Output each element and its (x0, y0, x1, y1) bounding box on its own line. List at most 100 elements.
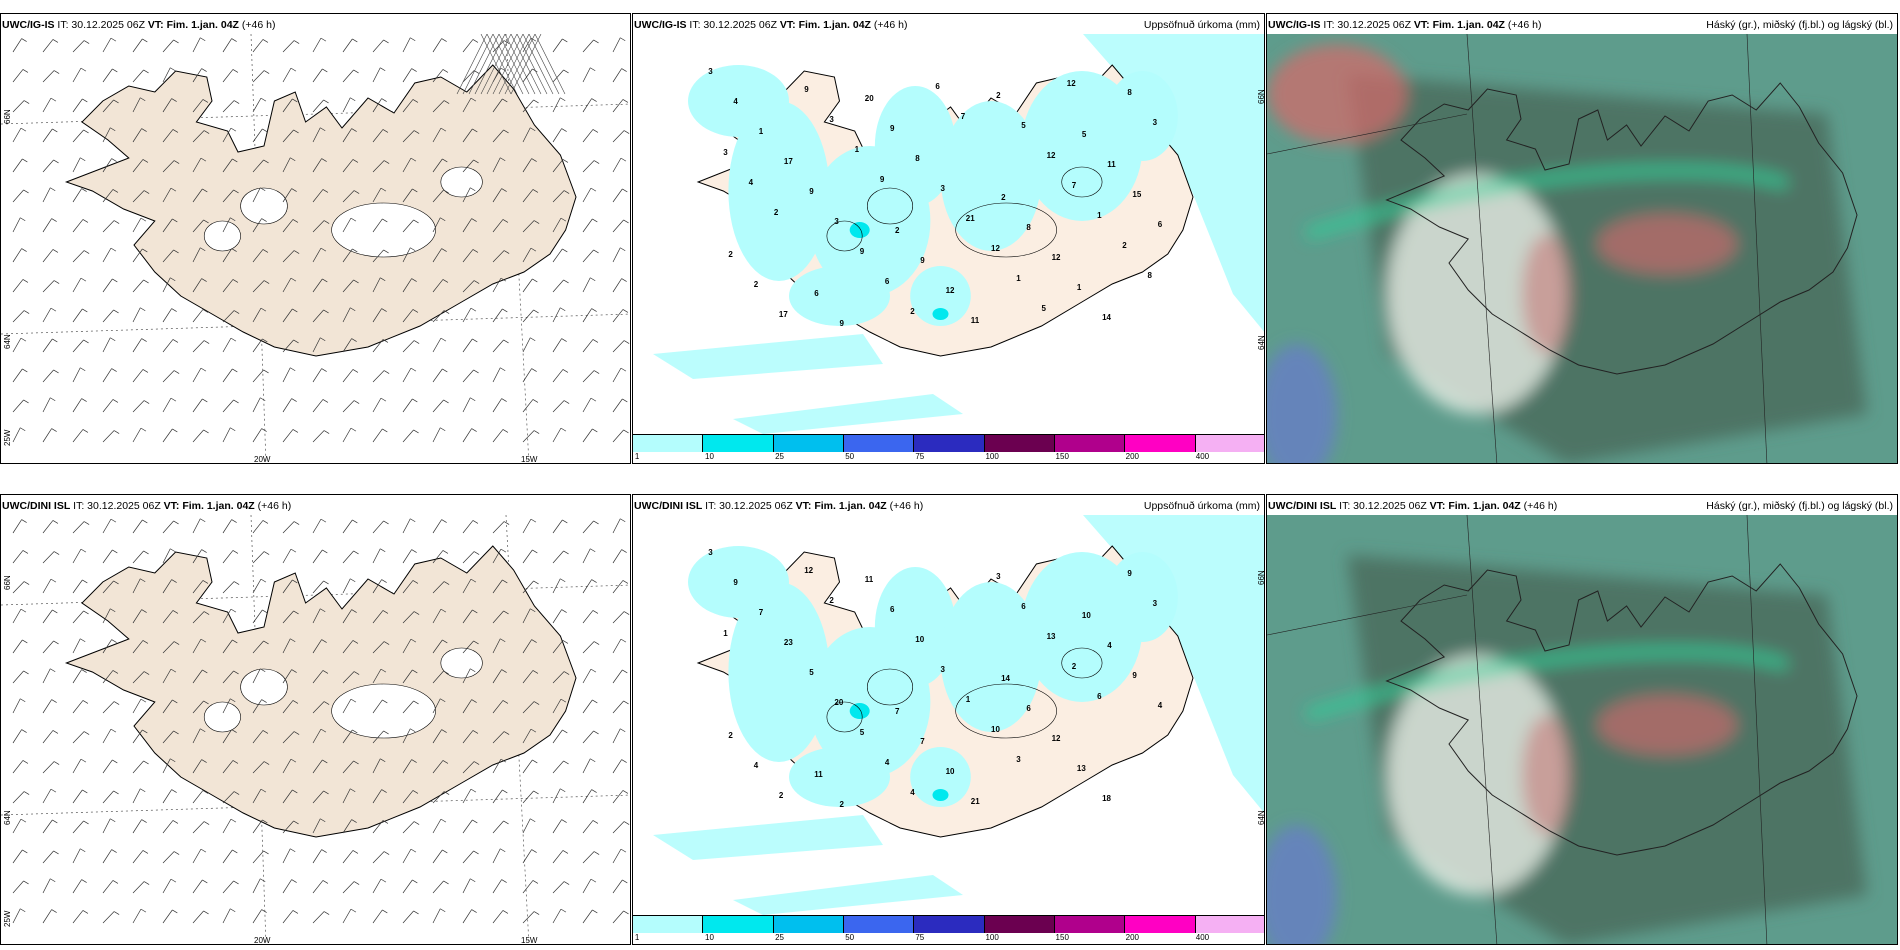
low-cloud-blue (1267, 825, 1337, 944)
precip-value-label: 17 (779, 310, 788, 319)
cloud-panel-dini: UWC/DINI ISL IT: 30.12.2025 06Z VT: Fim.… (1266, 494, 1898, 945)
colorbar-tick-label: 100 (985, 933, 999, 942)
colorbar-segment (914, 916, 985, 933)
precip-title: Uppsöfnuð úrkoma (mm) (1143, 500, 1260, 512)
precip-value-label: 9 (809, 187, 814, 196)
precip-panel-ig-is: UWC/IG-IS IT: 30.12.2025 06Z VT: Fim. 1.… (632, 13, 1265, 464)
precip-value-label: 6 (1026, 704, 1031, 713)
colorbar-tick-label: 150 (1055, 933, 1069, 942)
colorbar-tick-label: 200 (1125, 933, 1140, 942)
glacier (440, 166, 483, 198)
panel-header: UWC/DINI ISL IT: 30.12.2025 06Z VT: Fim.… (1268, 500, 1557, 512)
precip-value-label: 3 (941, 665, 946, 674)
precip-value-label: 1 (966, 695, 971, 704)
high-cloud-red (1522, 715, 1572, 835)
lat-label-66n: 66N (1257, 89, 1265, 104)
precip-value-label: 3 (834, 217, 839, 226)
glacier (331, 683, 436, 739)
cloud-band (1305, 645, 1789, 721)
colorbar-segment (1125, 916, 1196, 933)
high-cloud-red (1597, 695, 1737, 755)
precip-value-label: 4 (910, 788, 915, 797)
precip-value-label: 12 (1052, 253, 1061, 262)
vt-label: VT: (147, 19, 164, 31)
precip-value-label: 8 (1148, 271, 1153, 280)
precip-value-label: 2 (910, 307, 915, 316)
precip-value-label: 7 (759, 608, 764, 617)
precip-value-label: 17 (784, 157, 793, 166)
precip-value-label: 10 (946, 767, 955, 776)
precip-value-label: 9 (860, 247, 865, 256)
model-name: UWC/DINI ISL (634, 500, 703, 512)
iceland-landmass (64, 64, 577, 357)
precip-value-label: 20 (834, 698, 843, 707)
colorbar-tick-label: 75 (915, 452, 925, 461)
precip-value-label: 10 (915, 635, 924, 644)
low-cloud-clear (1387, 174, 1567, 414)
colorbar-tick-label: 400 (1195, 452, 1210, 461)
precip-value-label: 3 (996, 572, 1001, 581)
lon-label-25w: 25W (3, 429, 12, 446)
lead-time: (+46 h) (241, 19, 276, 31)
colorbar-tick-label: 50 (845, 933, 855, 942)
valid-time: Fim. 1.jan. 04Z (1432, 19, 1505, 31)
precip-value-label: 7 (1072, 181, 1077, 190)
precip-value-label: 2 (728, 731, 733, 740)
colorbar-segment (843, 435, 915, 452)
precip-value-label: 5 (860, 728, 865, 737)
precip-value-label: 12 (991, 244, 1000, 253)
precip-value-label: 9 (920, 256, 925, 265)
precip-value-label: 11 (814, 770, 823, 779)
precip-value-label: 4 (754, 761, 759, 770)
colorbar-tick-label: 25 (775, 933, 785, 942)
precip-value-label: 6 (814, 289, 819, 298)
glacier (240, 668, 288, 706)
precip-value-labels: 3710111497426710911122321461353210182064… (708, 548, 1162, 809)
colorbar-segment (703, 435, 774, 452)
glacier (240, 187, 288, 225)
issue-time: IT: 30.12.2025 06Z (1323, 19, 1411, 31)
precip-value-label: 11 (971, 316, 980, 325)
colorbar-tick-label: 10 (705, 933, 714, 942)
iceland-landmass (64, 545, 577, 838)
colorbar-segment (984, 916, 1055, 933)
lat-label-64n: 64N (1257, 335, 1265, 350)
precip-value-label: 8 (1127, 88, 1132, 97)
wind-barbs (12, 37, 630, 443)
lead-time: (+46 h) (257, 500, 292, 512)
cloud-title: Háský (gr.), miðský (fj.bl.) og lágský (… (1706, 19, 1893, 31)
precip-map: 3710111497426710911122321461353210182064… (653, 515, 1264, 915)
precip-value-label: 11 (865, 575, 874, 584)
precip-colorbar (633, 915, 1264, 933)
precip-value-label: 3 (1016, 755, 1021, 764)
wind-panel-dini: UWC/DINI ISL IT: 30.12.2025 06Z VT: Fim.… (0, 494, 631, 945)
precip-value-label: 7 (920, 737, 925, 746)
lead-time: (+46 h) (1523, 500, 1558, 512)
sea-precip (653, 515, 1264, 915)
vt-label: VT: (163, 500, 180, 512)
precip-value-label: 18 (1102, 794, 1111, 803)
lat-label-66n: 66N (1257, 570, 1265, 585)
precip-value-labels: 3256249119811215201217116919228143523891… (708, 67, 1162, 328)
low-cloud-blue (1267, 344, 1337, 463)
precip-value-label: 12 (946, 286, 955, 295)
precip-value-label: 20 (865, 94, 874, 103)
precip-value-label: 9 (890, 124, 895, 133)
colorbar-segment (843, 916, 915, 933)
precip-value-label: 9 (880, 175, 885, 184)
colorbar-segment (633, 435, 704, 452)
hatched-area (456, 34, 566, 95)
valid-time: Fim. 1.jan. 04Z (1448, 500, 1521, 512)
lat-label-66n: 66N (3, 109, 12, 124)
precip-value-label: 12 (1052, 734, 1061, 743)
precip-value-label: 3 (708, 548, 713, 557)
precip-value-label: 2 (829, 596, 834, 605)
lat-label-64n: 64N (1257, 810, 1265, 825)
sea-precip (653, 34, 1264, 434)
precip-value-label: 12 (1047, 151, 1056, 160)
high-cloud-red (1522, 234, 1572, 354)
colorbar-segment (1195, 916, 1264, 933)
precip-value-label: 7 (895, 707, 900, 716)
precip-value-label: 5 (1082, 130, 1087, 139)
precip-value-label: 3 (708, 67, 713, 76)
